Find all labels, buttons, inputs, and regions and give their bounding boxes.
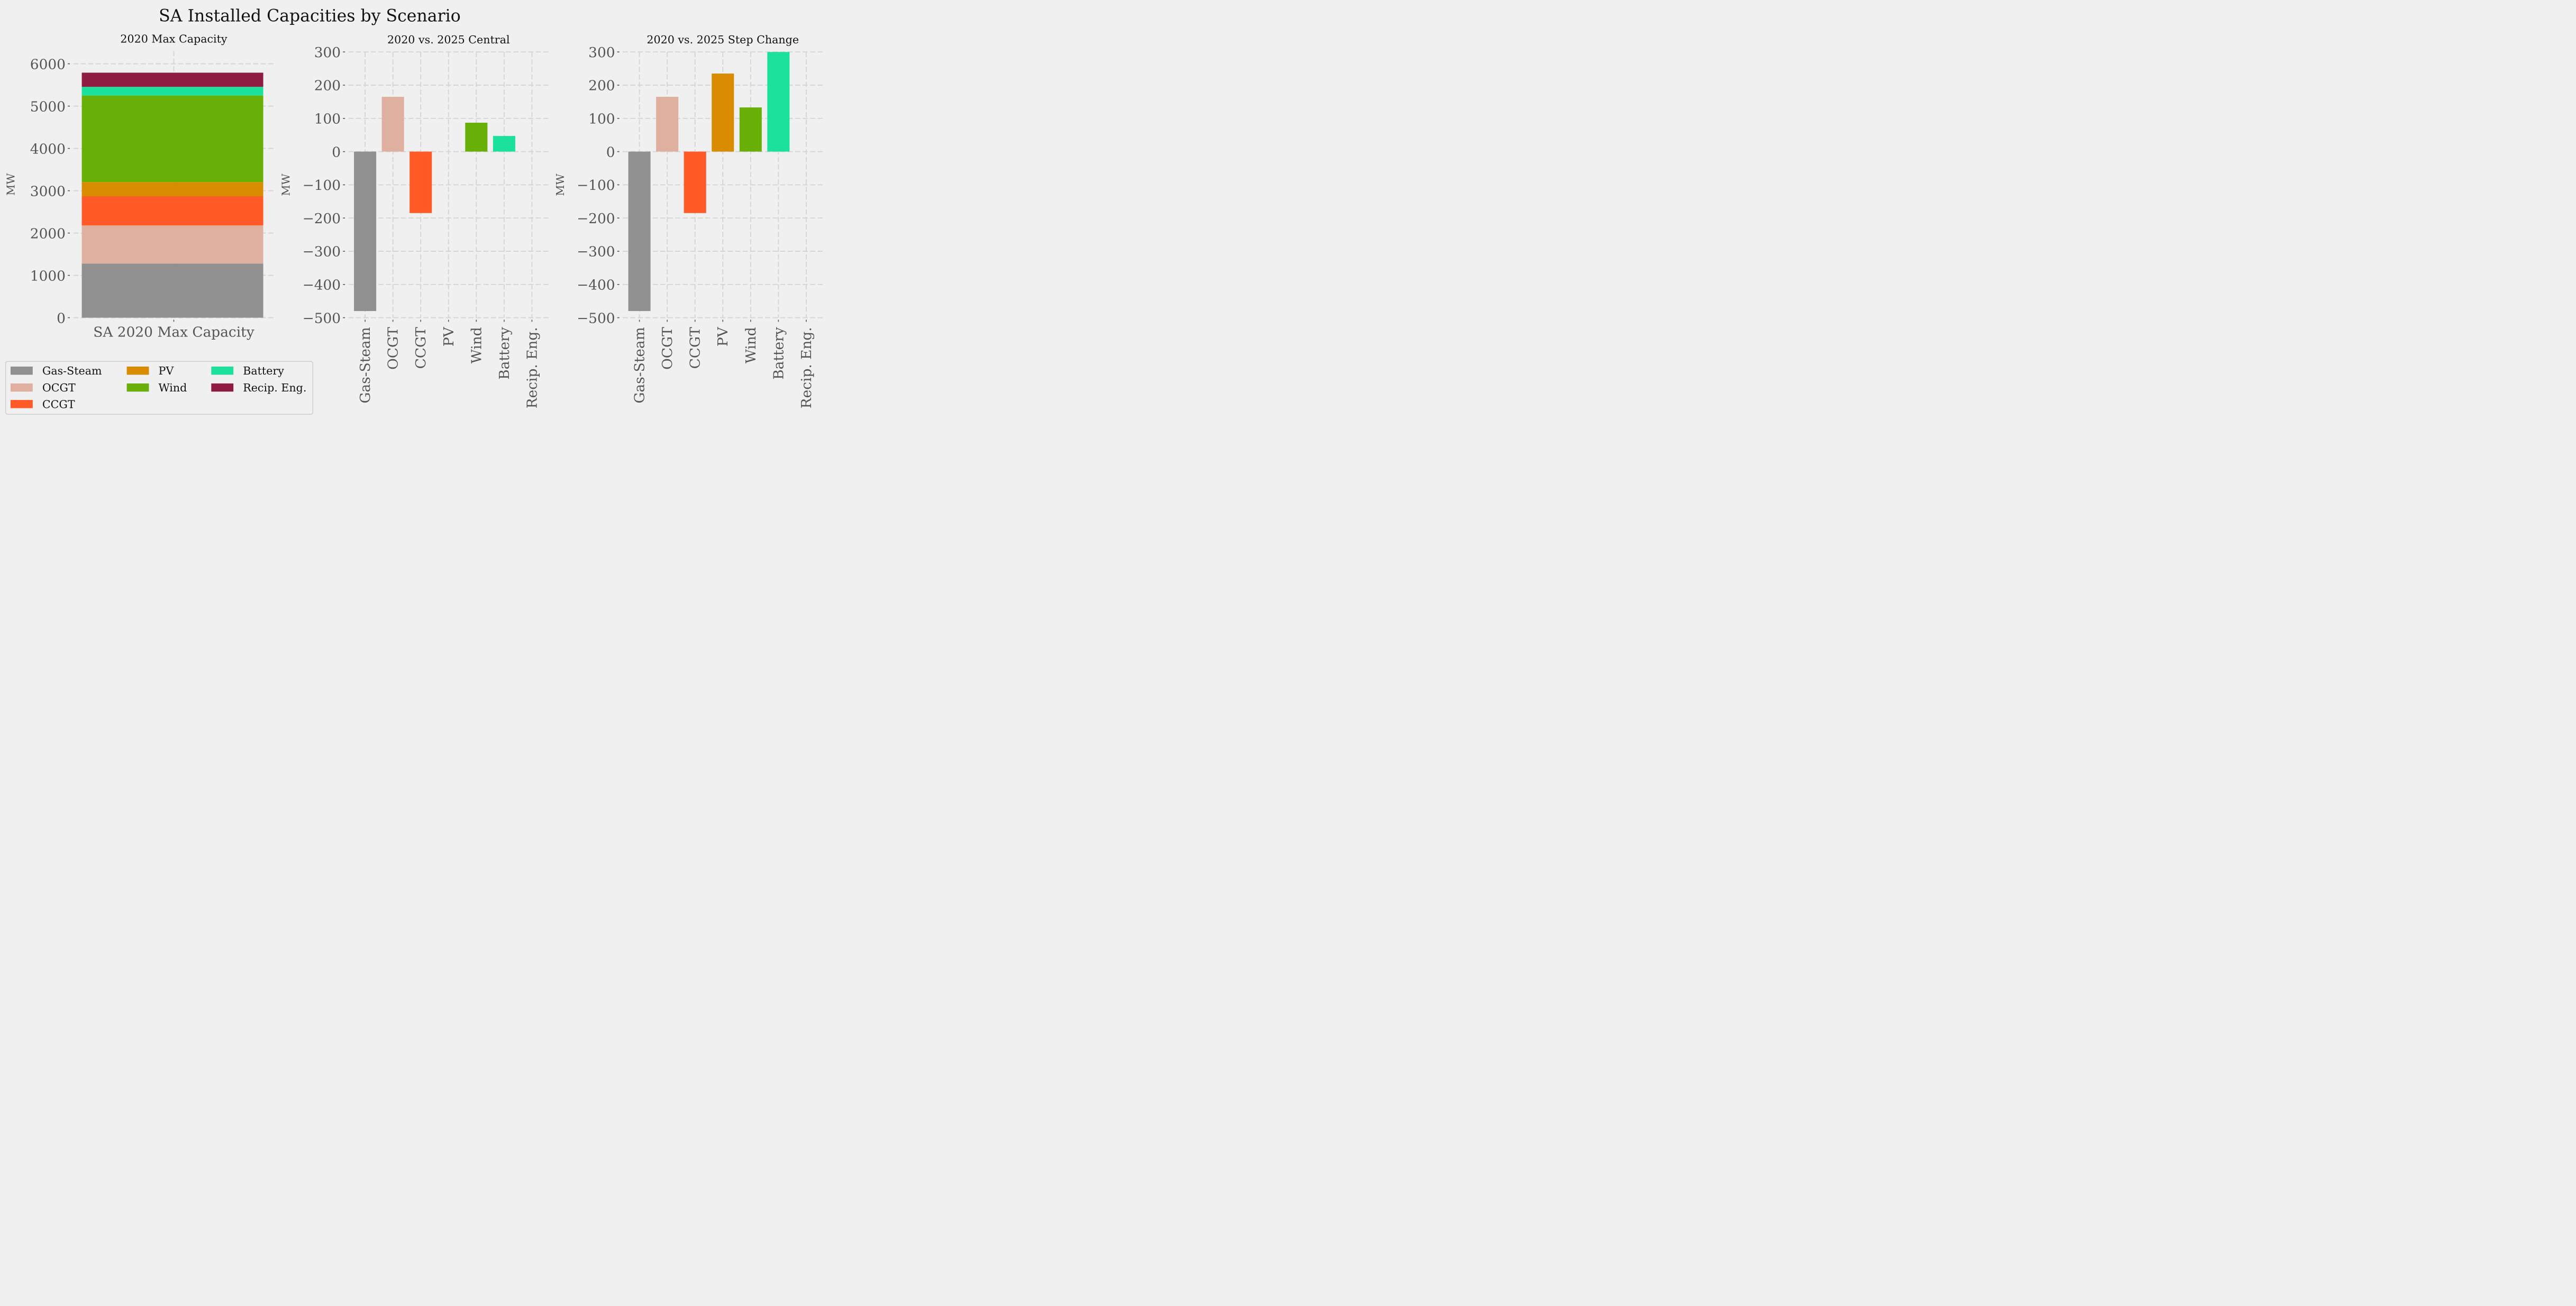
chart-canvas: SA Installed Capacities by Scenario 2020…: [4, 6, 823, 415]
bar: [628, 151, 651, 312]
legend-item: Battery: [211, 364, 284, 377]
bar: [381, 96, 404, 152]
x-tick-label: Recip. Eng.: [524, 327, 540, 408]
x-tick-label: Battery: [496, 327, 513, 380]
panel-title: 2020 Max Capacity: [120, 33, 227, 45]
stacked-bar-segment: [81, 72, 263, 87]
y-tick-label: 100: [588, 111, 615, 127]
figure-title: SA Installed Capacities by Scenario: [159, 6, 461, 25]
bar: [712, 74, 734, 152]
x-tick-label: Wind: [743, 327, 759, 363]
legend: Gas-Steam OCGT CCGT PV Wind Battery Recip. Eng…: [5, 361, 314, 415]
x-tick-label: SA 2020 Max Capacity: [93, 324, 254, 341]
legend-item: CCGT: [10, 398, 75, 410]
figure: SA Installed Capacities by Scenario 2020…: [0, 0, 830, 421]
y-tick-label: −200: [577, 211, 615, 227]
y-tick-label: 1000: [30, 268, 66, 284]
legend-swatch: [211, 383, 234, 392]
y-tick-label: −500: [303, 310, 341, 326]
y-axis-label: MW: [279, 173, 292, 196]
y-tick-label: −400: [303, 277, 341, 293]
panels: 2020 Max CapacityMW010002000300040005000…: [4, 33, 823, 408]
panel-title: 2020 vs. 2025 Central: [387, 33, 510, 46]
bar: [409, 151, 432, 213]
y-tick-label: 200: [314, 78, 341, 94]
legend-label: OCGT: [42, 381, 76, 394]
legend-label: PV: [158, 364, 174, 377]
y-tick-label: 2000: [30, 225, 66, 242]
y-tick-label: −100: [577, 177, 615, 194]
legend-item: PV: [126, 364, 174, 377]
x-tick-label: CCGT: [413, 327, 429, 369]
legend-box: [5, 361, 314, 415]
x-tick-label: Gas-Steam: [632, 327, 648, 403]
stacked-bar-segment: [81, 225, 263, 264]
y-tick-label: 200: [588, 78, 615, 94]
stacked-bar-segment: [81, 95, 263, 182]
y-tick-label: 100: [314, 111, 341, 127]
panel-title: 2020 vs. 2025 Step Change: [647, 33, 799, 46]
y-tick-label: 6000: [30, 56, 66, 72]
legend-item: Gas-Steam: [10, 364, 102, 377]
stacked-bar-segment: [81, 263, 263, 318]
x-tick-label: Recip. Eng.: [798, 327, 815, 408]
legend-label: Gas-Steam: [42, 364, 102, 377]
y-tick-label: −200: [303, 211, 341, 227]
stacked-bar-segment: [81, 196, 263, 226]
legend-item: OCGT: [10, 381, 76, 394]
y-tick-label: 4000: [30, 141, 66, 157]
y-tick-label: 5000: [30, 98, 66, 115]
x-tick-label: Gas-Steam: [357, 327, 374, 403]
x-tick-label: OCGT: [659, 327, 676, 370]
y-tick-label: −400: [577, 277, 615, 293]
bar: [684, 151, 706, 213]
x-tick-label: Wind: [468, 327, 485, 363]
y-tick-label: −300: [577, 244, 615, 260]
x-tick-label: Battery: [770, 327, 787, 380]
legend-swatch: [211, 367, 234, 375]
legend-label: CCGT: [42, 398, 75, 410]
bar: [465, 122, 488, 152]
x-tick-label: PV: [441, 326, 457, 346]
bar: [767, 52, 790, 152]
legend-swatch: [126, 367, 149, 375]
stacked-bar-segment: [81, 182, 263, 197]
y-tick-label: 0: [332, 144, 341, 160]
chart-panel-2: 2020 vs. 2025 Central MW −500 −400 −300 −200 −…: [279, 33, 549, 408]
y-tick-label: −500: [577, 310, 615, 326]
bar: [354, 151, 377, 312]
y-axis-label: MW: [554, 173, 567, 196]
y-tick-label: 0: [57, 310, 66, 326]
bar: [493, 136, 515, 152]
legend-swatch: [126, 383, 149, 392]
chart-panel-3: 2020 vs. 2025 Step Change MW −500 −400 −300 −…: [554, 33, 823, 408]
chart-panel-1: 2020 Max Capacity MW 0 1000 2000 3000 4000 5000…: [4, 33, 275, 341]
x-tick-label: PV: [715, 326, 731, 346]
y-tick-label: −100: [303, 177, 341, 194]
legend-label: Battery: [243, 364, 284, 377]
y-axis-label: MW: [4, 173, 17, 196]
legend-swatch: [10, 383, 33, 392]
x-tick-label: CCGT: [687, 327, 704, 369]
legend-item: Recip. Eng.: [211, 381, 306, 394]
y-tick-label: 300: [588, 44, 615, 61]
legend-swatch: [10, 367, 33, 375]
stacked-bar-segment: [81, 87, 263, 96]
bar: [656, 96, 679, 152]
legend-item: Wind: [126, 381, 187, 394]
legend-swatch: [10, 400, 33, 408]
bar: [739, 107, 762, 152]
y-tick-label: 0: [606, 144, 615, 160]
y-tick-label: 300: [314, 44, 341, 61]
y-tick-label: 3000: [30, 183, 66, 199]
x-tick-label: OCGT: [385, 327, 402, 370]
legend-label: Wind: [158, 381, 187, 394]
y-tick-label: −300: [303, 244, 341, 260]
legend-label: Recip. Eng.: [243, 381, 306, 394]
